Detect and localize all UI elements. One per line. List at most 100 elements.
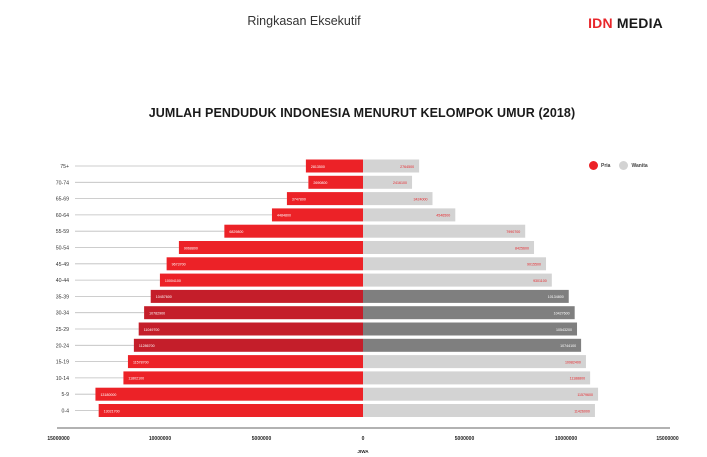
category-label: 55-59 <box>56 229 69 235</box>
chart-title: JUMLAH PENDUDUK INDONESIA MENURUT KELOMP… <box>148 106 576 120</box>
data-label-wanita: 10134800 <box>548 295 564 299</box>
brand-idn: IDN <box>588 15 613 31</box>
category-label: 5-9 <box>62 392 70 398</box>
bar-pria <box>286 192 363 206</box>
bar-pria <box>133 338 363 352</box>
data-label-pria: 13180000 <box>100 393 116 397</box>
data-label-pria: 9673700 <box>172 263 186 267</box>
bar-pria <box>271 208 363 222</box>
data-label-pria: 10457600 <box>156 295 172 299</box>
data-label-wanita: 10982400 <box>565 360 581 364</box>
data-label-pria: 3747800 <box>292 197 306 201</box>
legend: Pria Wanita <box>589 161 657 170</box>
data-label-pria: 10004100 <box>165 279 181 283</box>
bar-pria <box>224 224 363 238</box>
bar-wanita <box>363 306 575 320</box>
category-label: 50-54 <box>56 246 69 252</box>
x-axis-label: JIWA <box>357 449 369 454</box>
data-label-pria: 11286700 <box>139 344 155 348</box>
bar-wanita <box>363 208 456 222</box>
bar-pria <box>95 387 364 401</box>
bar-wanita <box>363 387 599 401</box>
bar-wanita <box>363 355 586 369</box>
data-label-pria: 11802100 <box>128 377 144 381</box>
category-label: 35-39 <box>56 294 69 300</box>
data-label-wanita: 2764500 <box>400 165 414 169</box>
data-label-wanita: 11579600 <box>577 393 593 397</box>
page-header-title: Ringkasan Eksekutif <box>247 14 361 28</box>
x-tick-label: 5000000 <box>252 436 272 442</box>
legend-label-pria: Pria <box>601 162 611 169</box>
data-label-pria: 11578700 <box>133 360 149 364</box>
bar-wanita <box>363 257 547 271</box>
x-tick-label: 15000000 <box>656 436 678 442</box>
legend-label-wanita: Wanita <box>631 162 648 169</box>
data-label-wanita: 10427600 <box>554 312 570 316</box>
category-label: 0-4 <box>62 409 70 415</box>
bar-wanita <box>363 322 578 336</box>
data-label-wanita: 4546500 <box>436 214 450 218</box>
category-label: 60-64 <box>56 213 69 219</box>
bar-wanita <box>363 371 591 385</box>
data-label-pria: 2813500 <box>311 165 325 169</box>
bar-pria <box>144 306 363 320</box>
bar-pria <box>166 257 363 271</box>
data-label-wanita: 11188800 <box>570 377 585 381</box>
bar-wanita <box>363 175 413 189</box>
bar-pria <box>138 322 363 336</box>
data-label-wanita: 2416100 <box>393 181 407 185</box>
data-label-wanita: 10543200 <box>556 328 572 332</box>
data-label-pria: 2690800 <box>313 181 327 185</box>
x-tick-label: 0 <box>362 436 365 442</box>
data-label-pria: 9068800 <box>184 246 198 250</box>
data-label-wanita: 8425600 <box>515 246 529 250</box>
data-label-wanita: 9015500 <box>527 263 541 267</box>
category-label: 15-19 <box>56 360 69 366</box>
x-tick-label: 10000000 <box>149 436 171 442</box>
data-label-pria: 6829800 <box>229 230 243 234</box>
category-label: 40-44 <box>56 278 69 284</box>
bar-wanita <box>363 289 569 303</box>
bar-pria <box>308 175 363 189</box>
data-label-wanita: 7990700 <box>506 230 520 234</box>
bar-wanita <box>363 404 595 417</box>
bar-pria <box>127 355 363 369</box>
x-tick-label: 10000000 <box>555 436 577 442</box>
brand-logo: IDN MEDIA <box>588 15 663 31</box>
category-label: 70-74 <box>56 180 69 186</box>
category-label: 10-14 <box>56 376 69 382</box>
category-label: 75+ <box>60 164 69 170</box>
bar-pria <box>159 273 363 287</box>
x-tick-label: 5000000 <box>455 436 475 442</box>
data-label-pria: 4484800 <box>277 214 291 218</box>
data-label-pria: 13021700 <box>104 409 120 413</box>
bar-pria <box>305 159 363 173</box>
brand-media: MEDIA <box>616 15 663 31</box>
bar-pria <box>178 241 363 254</box>
category-label: 65-69 <box>56 197 69 203</box>
bar-wanita <box>363 224 526 238</box>
bar-pria <box>123 371 363 385</box>
legend-item-pria: Pria <box>589 161 610 170</box>
category-label: 45-49 <box>56 262 69 268</box>
category-label: 30-34 <box>56 311 69 317</box>
legend-swatch-wanita <box>619 161 629 170</box>
bar-wanita <box>363 159 420 173</box>
category-label: 20-24 <box>56 343 69 349</box>
legend-item-wanita: Wanita <box>619 161 648 170</box>
bar-wanita <box>363 338 582 352</box>
category-label: 25-29 <box>56 327 69 333</box>
bar-wanita <box>363 192 433 206</box>
data-label-wanita: 9301100 <box>533 279 547 283</box>
data-label-wanita: 3424000 <box>414 197 428 201</box>
bar-wanita <box>363 241 535 254</box>
data-label-pria: 11049700 <box>144 328 160 332</box>
legend-swatch-pria <box>589 161 598 170</box>
x-tick-label: 15000000 <box>47 436 69 442</box>
bar-pria <box>98 404 364 417</box>
data-label-pria: 10782900 <box>149 312 165 316</box>
data-label-wanita: 10744100 <box>560 344 576 348</box>
data-label-wanita: 11426000 <box>574 409 590 413</box>
bar-pria <box>150 289 363 303</box>
